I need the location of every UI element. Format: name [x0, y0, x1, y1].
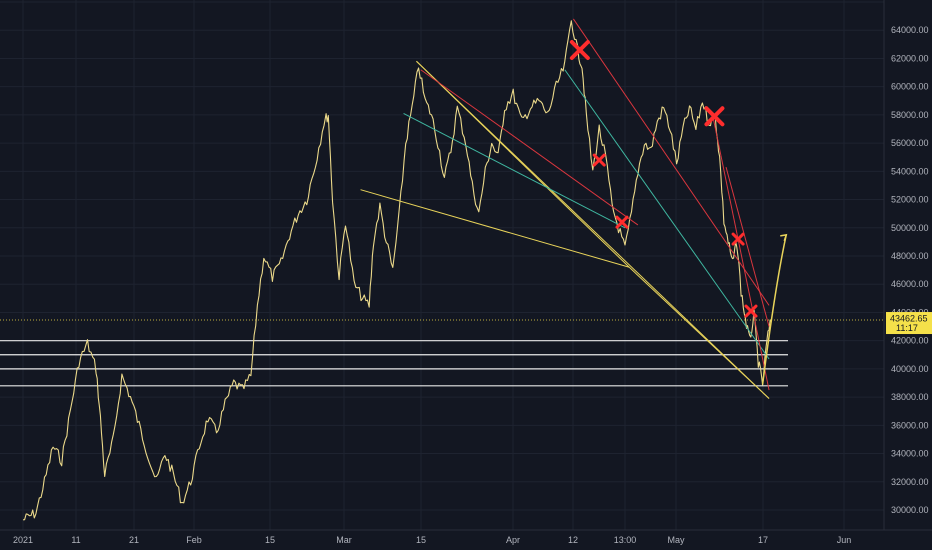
price-line — [22, 20, 772, 521]
countdown-label: 11:17 — [896, 323, 918, 333]
x-markers — [569, 39, 758, 318]
x-marker-stroke-b — [744, 304, 758, 318]
y-tick-label: 58000.00 — [891, 110, 929, 120]
trendline-red-6 — [420, 69, 639, 226]
trendline-teal-5 — [564, 69, 770, 360]
current-price-badge — [886, 312, 932, 335]
y-tick-label: 40000.00 — [891, 364, 929, 374]
y-tick-label: 64000.00 — [891, 25, 929, 35]
x-marker-4 — [731, 232, 745, 246]
y-tick-label: 34000.00 — [891, 449, 929, 459]
x-tick-label: 17 — [758, 535, 768, 545]
trendline-yellow-2 — [416, 60, 770, 399]
x-tick-label: May — [667, 535, 685, 545]
x-tick-label: Apr — [506, 535, 520, 545]
x-tick-label: 21 — [129, 535, 139, 545]
projection-arrowhead — [780, 233, 788, 242]
horizontal-levels — [0, 340, 788, 387]
x-tick-label: Mar — [336, 535, 352, 545]
x-marker-stroke-b — [704, 106, 725, 127]
x-tick-label: 11 — [71, 535, 80, 545]
y-tick-label: 42000.00 — [891, 336, 929, 346]
trendline-red-7 — [572, 18, 770, 306]
y-tick-label: 52000.00 — [891, 195, 929, 205]
x-marker-stroke-b — [731, 232, 745, 246]
x-tick-label: 12 — [568, 535, 578, 545]
x-marker-5 — [744, 304, 758, 318]
y-tick-label: 30000.00 — [891, 505, 929, 515]
trendline-yellow-3 — [628, 266, 770, 399]
x-marker-stroke-b — [592, 153, 606, 167]
y-tick-label: 50000.00 — [891, 223, 929, 233]
x-marker-1 — [592, 153, 606, 167]
y-tick-label: 54000.00 — [891, 166, 929, 176]
trendline-red-8 — [712, 117, 770, 391]
x-marker-3 — [704, 106, 725, 127]
x-marker-2 — [615, 215, 629, 229]
y-tick-label: 60000.00 — [891, 82, 929, 92]
x-marker-0 — [569, 39, 590, 60]
projection-curve — [761, 234, 787, 385]
x-tick-label: 13:00 — [614, 535, 637, 545]
x-tick-label: 15 — [265, 535, 275, 545]
trendlines[interactable] — [360, 18, 788, 399]
trendline-yellow-1 — [360, 189, 630, 268]
x-tick-label: 15 — [416, 535, 426, 545]
price-series — [22, 20, 772, 521]
x-tick-label: 2021 — [13, 535, 33, 545]
y-tick-label: 62000.00 — [891, 53, 929, 63]
y-tick-label: 32000.00 — [891, 477, 929, 487]
current-price-label: 43462.65 — [890, 314, 928, 324]
x-marker-stroke-b — [569, 39, 590, 60]
grid — [0, 0, 884, 530]
y-tick-label: 48000.00 — [891, 251, 929, 261]
x-tick-label: Jun — [837, 535, 852, 545]
y-tick-label: 56000.00 — [891, 138, 929, 148]
trendline-red-9 — [725, 166, 770, 327]
trendline-teal-4 — [403, 113, 626, 229]
y-tick-label: 36000.00 — [891, 420, 929, 430]
y-tick-label: 38000.00 — [891, 392, 929, 402]
x-tick-label: Feb — [186, 535, 202, 545]
x-marker-stroke-b — [615, 215, 629, 229]
y-tick-label: 46000.00 — [891, 279, 929, 289]
